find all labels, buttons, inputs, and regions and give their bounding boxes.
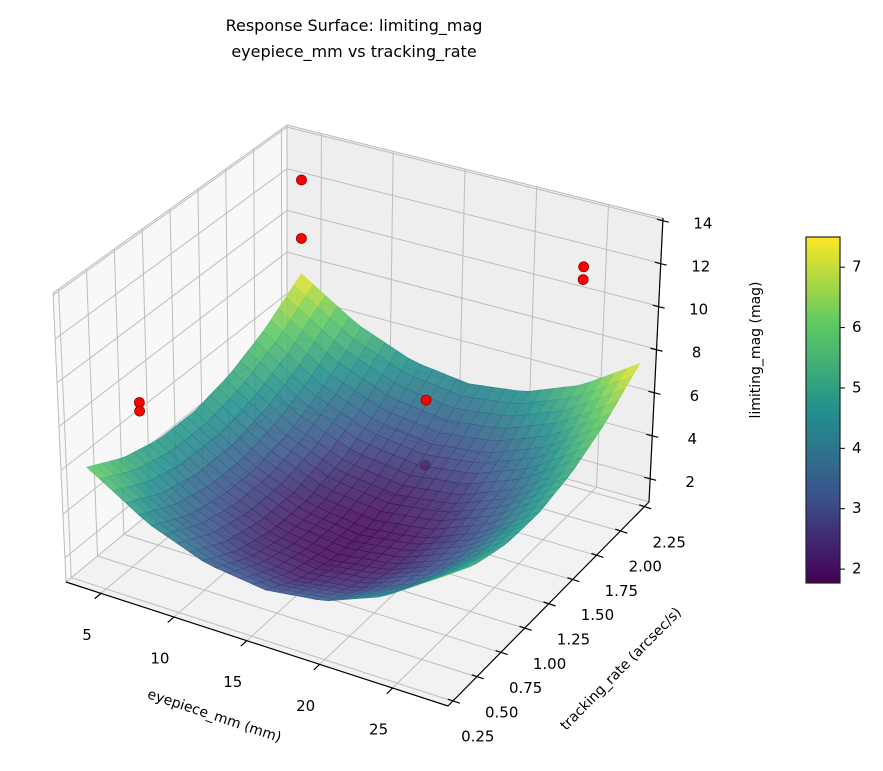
x-tick-label: 5 xyxy=(82,626,92,644)
x-axis-label: eyepiece_mm (mm) xyxy=(145,686,283,746)
y-tick-label: 0.75 xyxy=(509,679,542,697)
data-point xyxy=(296,175,306,185)
colorbar-tick-label: 3 xyxy=(852,499,862,517)
y-tick-label: 0.25 xyxy=(461,728,494,746)
colorbar-gradient xyxy=(806,237,840,583)
z-tick-label: 4 xyxy=(688,430,698,448)
z-tick-label: 6 xyxy=(690,387,700,405)
y-tick-label: 2.25 xyxy=(653,533,686,551)
x-tick xyxy=(314,664,320,670)
y-tick-label: 1.50 xyxy=(581,606,614,624)
x-tick-label: 10 xyxy=(150,650,169,668)
colorbar-tick-label: 5 xyxy=(852,378,862,396)
colorbar-tick-label: 2 xyxy=(852,560,862,578)
y-axis-label: tracking_rate (arcsec/s) xyxy=(557,605,684,734)
x-tick xyxy=(387,688,393,694)
z-tick-label: 10 xyxy=(689,301,708,319)
x-tick xyxy=(241,641,247,646)
z-tick-label: 2 xyxy=(685,473,695,491)
z-tick-label: 12 xyxy=(691,258,710,276)
x-tick-label: 20 xyxy=(296,697,315,715)
colorbar: 2 3 4 5 6 7 xyxy=(806,237,862,583)
y-tick-label: 1.00 xyxy=(533,655,566,673)
colorbar-tick-label: 6 xyxy=(852,318,862,336)
z-tick-label: 14 xyxy=(693,215,712,233)
y-tick-label: 1.25 xyxy=(557,631,590,649)
y-tick-label: 1.75 xyxy=(605,582,638,600)
data-point xyxy=(579,262,589,272)
data-point xyxy=(296,233,306,243)
y-tick-label: 0.50 xyxy=(485,703,518,721)
z-axis-label: limiting_mag (mag) xyxy=(748,281,764,418)
chart-title-line-2: eyepiece_mm vs tracking_rate xyxy=(231,42,476,62)
x-tick xyxy=(95,593,101,598)
z-tick-label: 8 xyxy=(692,344,702,362)
x-tick-label: 25 xyxy=(369,721,388,739)
chart-title-line-1: Response Surface: limiting_mag xyxy=(226,16,483,36)
colorbar-tick-label: 4 xyxy=(852,439,862,457)
data-point xyxy=(421,395,431,405)
colorbar-tick-label: 7 xyxy=(852,258,862,276)
x-tick-label: 15 xyxy=(223,673,242,691)
data-point xyxy=(135,406,145,416)
data-point xyxy=(578,275,588,285)
y-tick-label: 2.00 xyxy=(629,558,662,576)
x-tick xyxy=(168,617,174,622)
